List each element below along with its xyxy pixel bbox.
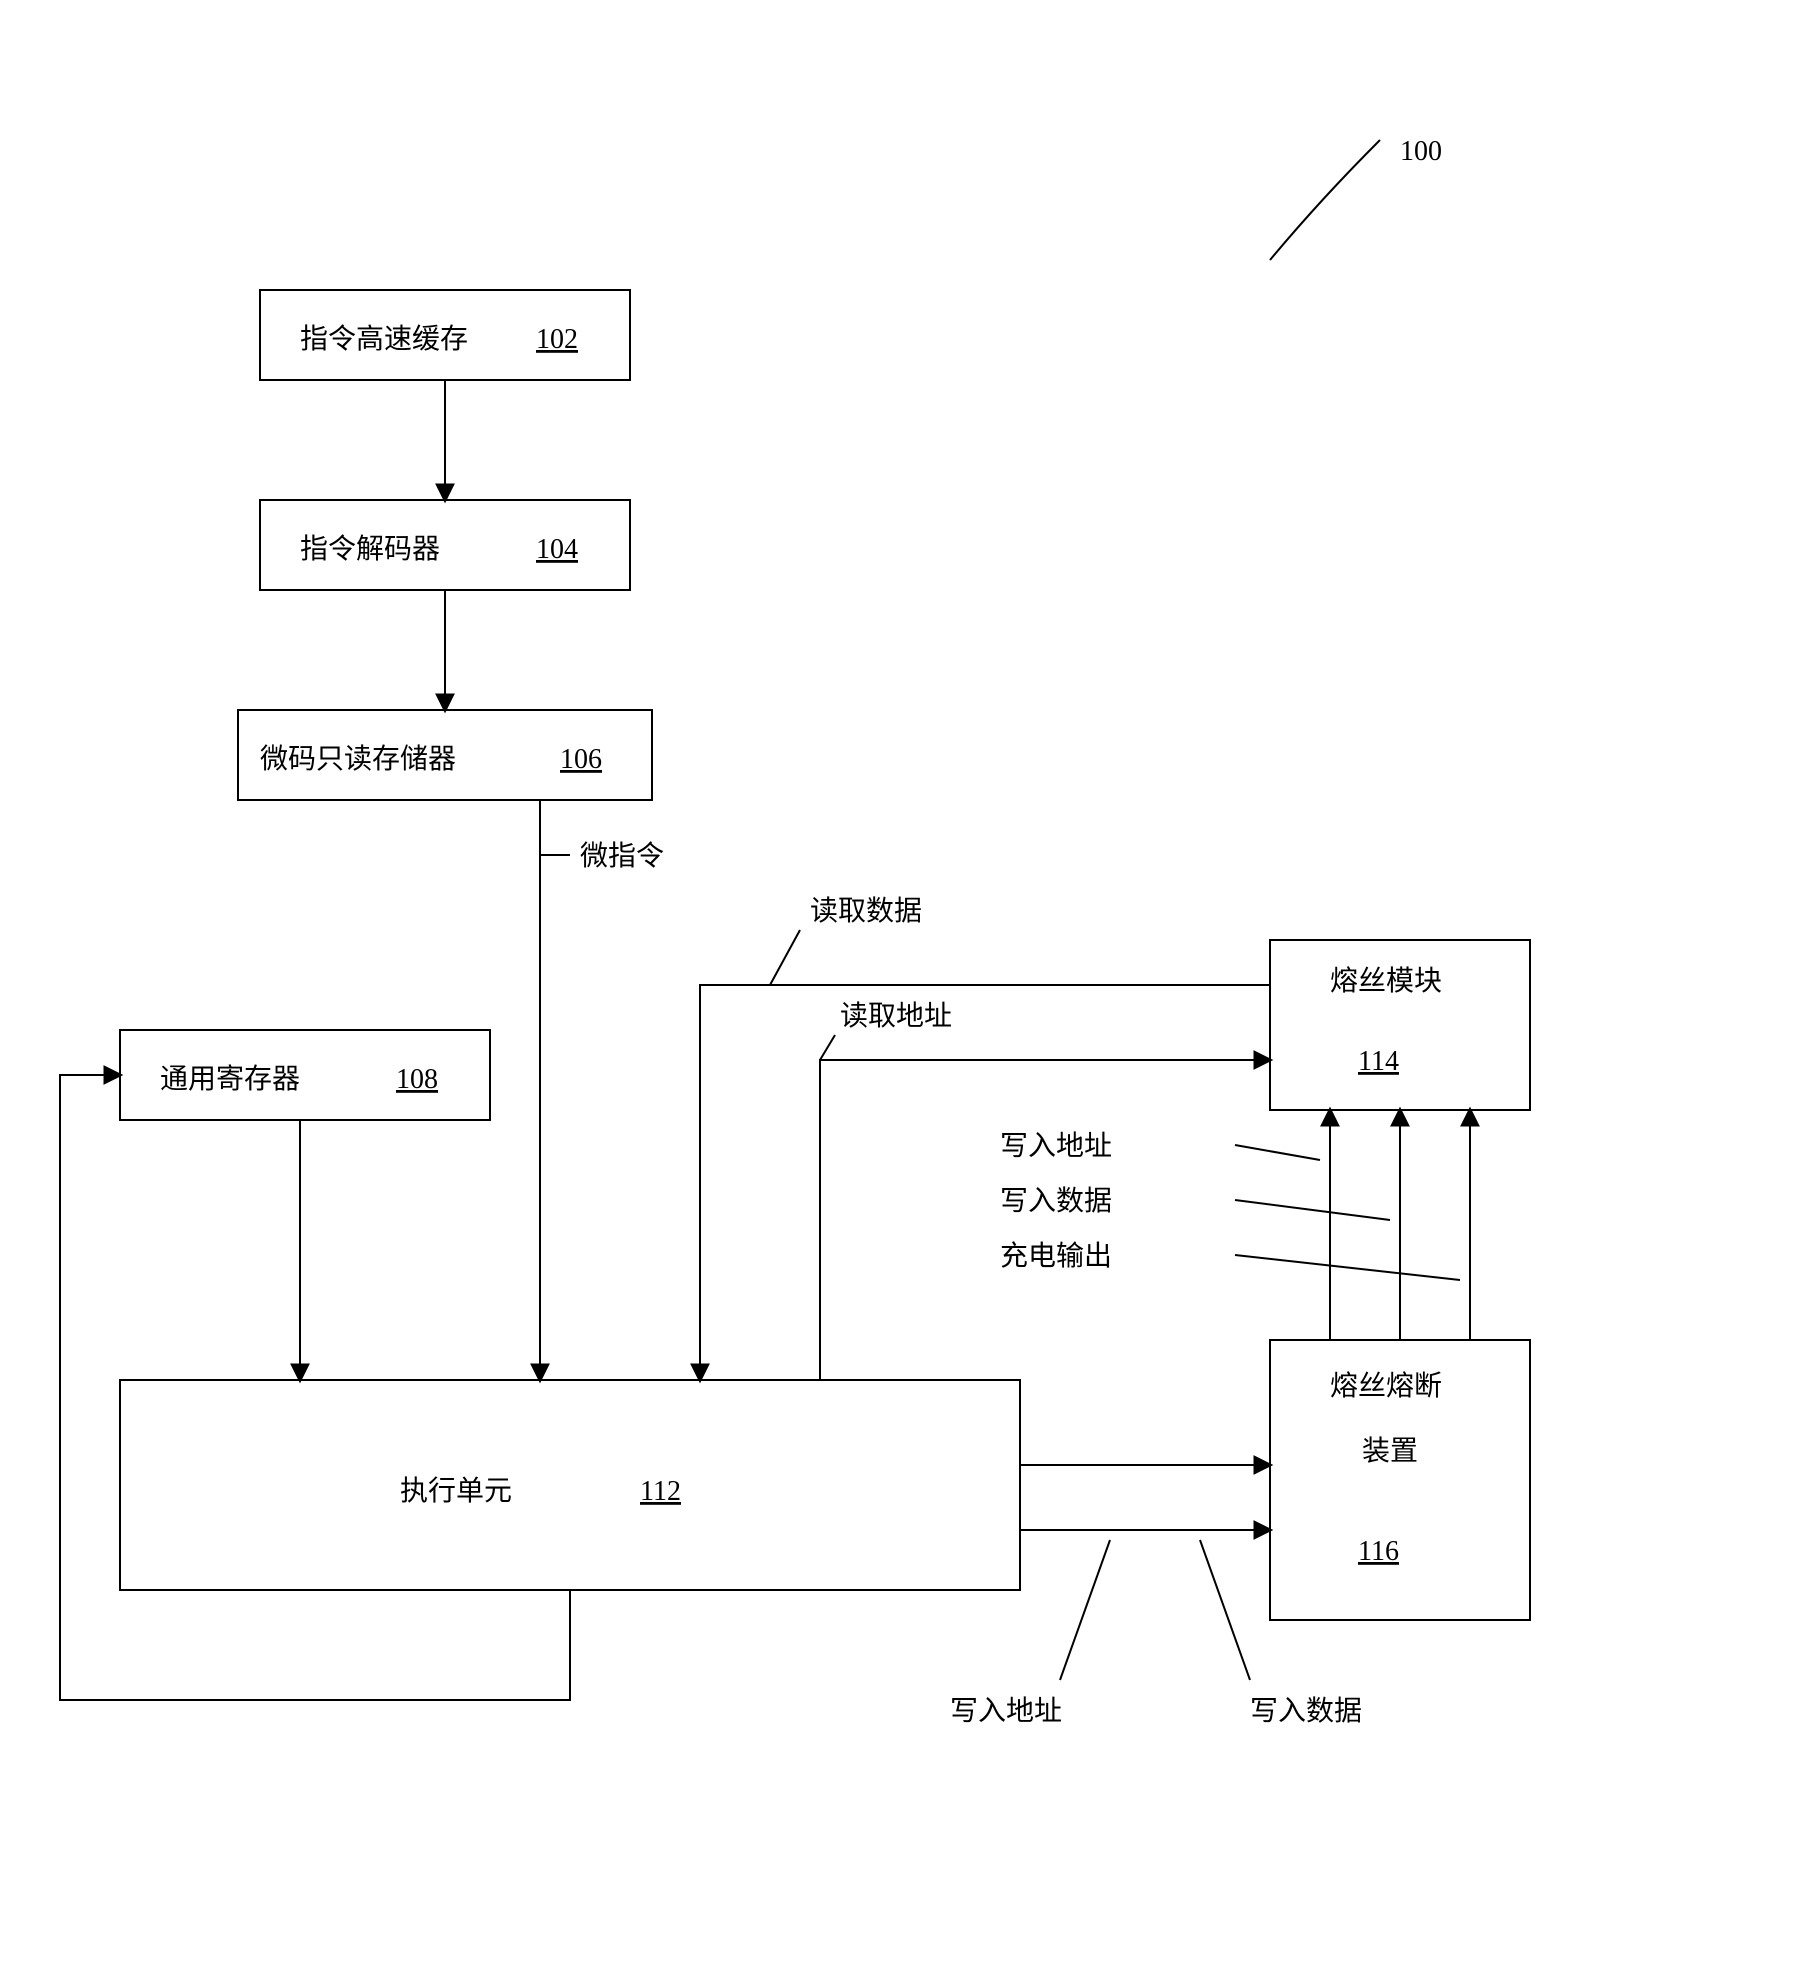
svg-text:熔丝熔断: 熔丝熔断 (1330, 1370, 1442, 1402)
svg-text:执行单元: 执行单元 (400, 1475, 512, 1507)
ref-pointer (1270, 140, 1380, 260)
tick-charge-out-up (1235, 1255, 1460, 1280)
label-read-data: 读取数据 (810, 895, 922, 927)
svg-text:102: 102 (536, 324, 578, 355)
tick-read-addr (820, 1035, 835, 1060)
svg-text:通用寄存器: 通用寄存器 (160, 1063, 300, 1095)
node-106: 微码只读存储器 106 (238, 710, 652, 800)
tick-write-data-right (1200, 1540, 1250, 1680)
tick-write-addr-right (1060, 1540, 1110, 1680)
node-104: 指令解码器 104 (260, 500, 630, 590)
edge-read-data (700, 985, 1270, 1380)
label-write-data-right: 写入数据 (1250, 1695, 1362, 1727)
label-micro-instr: 微指令 (580, 840, 664, 872)
svg-text:106: 106 (560, 744, 602, 775)
label-write-data-up: 写入数据 (1000, 1185, 1112, 1217)
node-114: 熔丝模块 114 (1270, 940, 1530, 1110)
label-charge-out-up: 充电输出 (1000, 1240, 1112, 1272)
svg-text:装置: 装置 (1362, 1435, 1418, 1467)
svg-text:116: 116 (1358, 1536, 1399, 1567)
svg-text:108: 108 (396, 1064, 438, 1095)
svg-text:114: 114 (1358, 1046, 1399, 1077)
node-108: 通用寄存器 108 (120, 1030, 490, 1120)
ref-number: 100 (1400, 136, 1442, 167)
svg-text:112: 112 (640, 1476, 681, 1507)
label-read-addr: 读取地址 (840, 1000, 952, 1032)
tick-write-data-up (1235, 1200, 1390, 1220)
svg-text:指令解码器: 指令解码器 (300, 533, 440, 565)
tick-write-addr-up (1235, 1145, 1320, 1160)
node-102: 指令高速缓存 102 (260, 290, 630, 380)
tick-read-data (770, 930, 800, 985)
svg-text:指令高速缓存: 指令高速缓存 (300, 323, 468, 355)
node-116: 熔丝熔断 装置 116 (1270, 1340, 1530, 1620)
svg-text:熔丝模块: 熔丝模块 (1330, 965, 1442, 997)
block-diagram: 100 指令高速缓存 102 指令解码器 104 微码只读存储器 106 通用寄… (0, 0, 1800, 1980)
label-write-addr-up: 写入地址 (1000, 1130, 1112, 1162)
svg-text:微码只读存储器: 微码只读存储器 (260, 743, 456, 775)
label-write-addr-right: 写入地址 (950, 1695, 1062, 1727)
svg-text:104: 104 (536, 534, 578, 565)
edge-read-addr (820, 1060, 1270, 1380)
node-112: 执行单元 112 (120, 1380, 1020, 1590)
